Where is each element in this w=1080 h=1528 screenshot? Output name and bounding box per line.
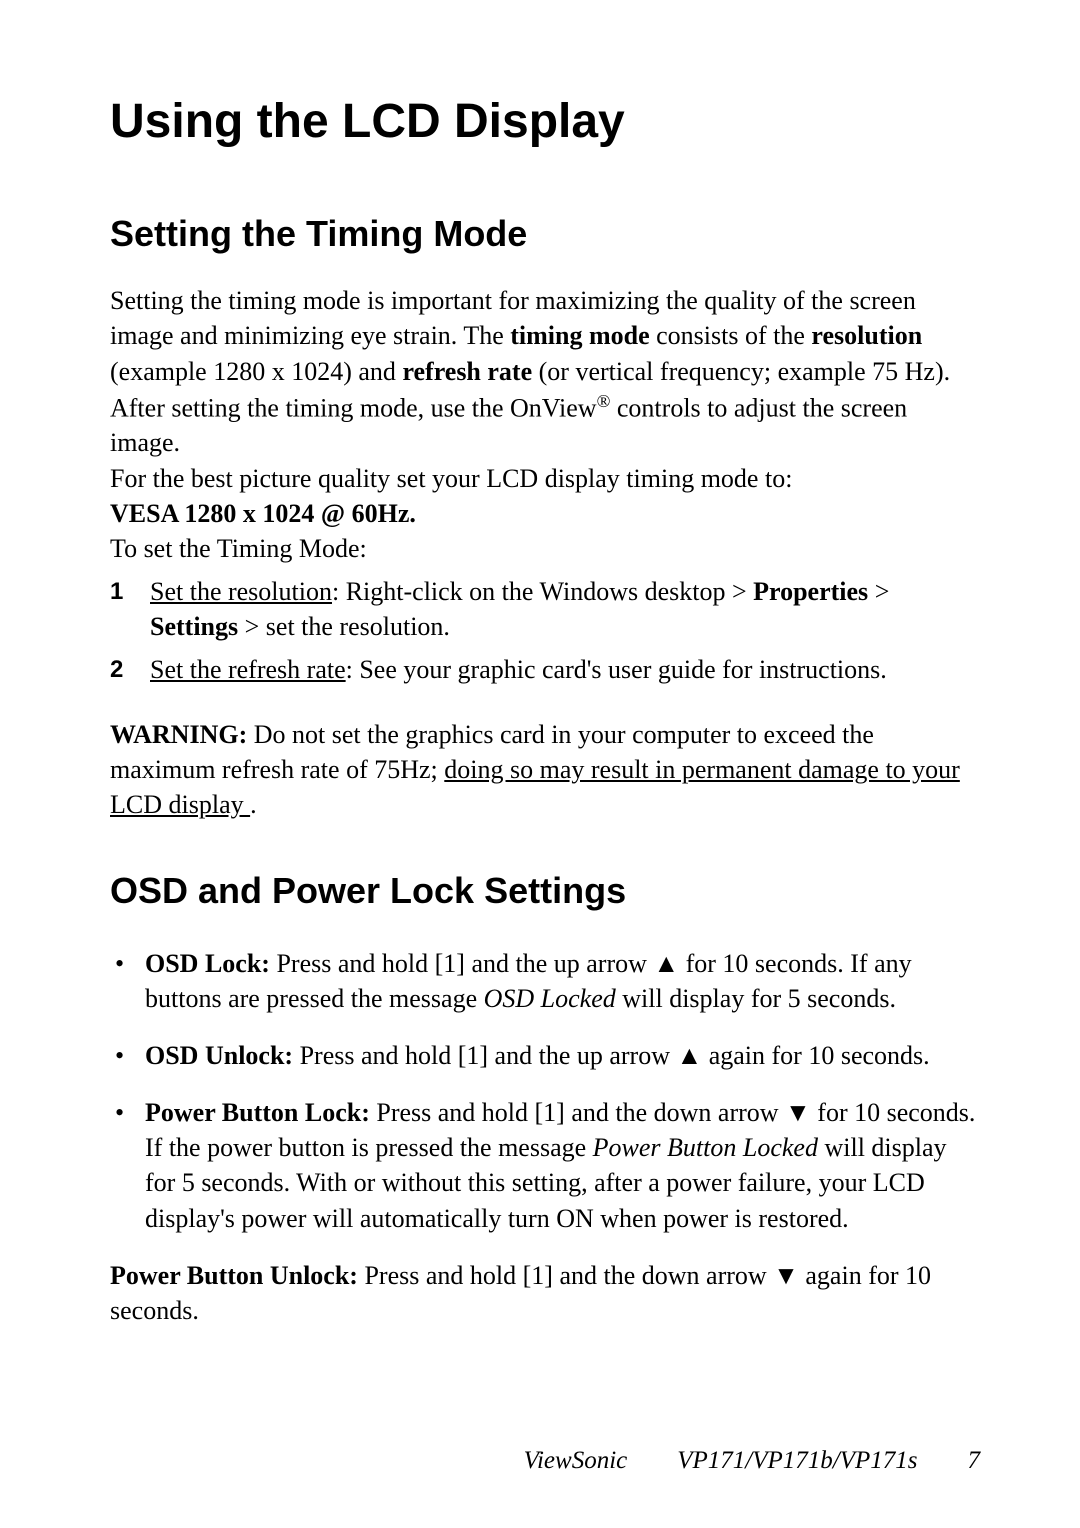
section1-para1: Setting the timing mode is important for…	[110, 283, 980, 460]
step-item: 2 Set the refresh rate: See your graphic…	[110, 652, 980, 687]
list-content: OSD Unlock: Press and hold [1] and the u…	[145, 1038, 980, 1073]
text: >	[868, 577, 889, 606]
list-content: OSD Lock: Press and hold [1] and the up …	[145, 946, 980, 1016]
text-bold: OSD Unlock:	[145, 1041, 293, 1070]
section1-para3-vesa: VESA 1280 x 1024 @ 60Hz.	[110, 496, 980, 531]
text-bold: timing mode	[510, 321, 649, 350]
text-underline: Set the refresh rate	[150, 655, 346, 684]
text: : See your graphic card's user guide for…	[346, 655, 887, 684]
text: (example 1280 x 1024) and	[110, 357, 402, 386]
list-item: • Power Button Lock: Press and hold [1] …	[110, 1095, 980, 1235]
footer-brand: ViewSonic	[524, 1444, 628, 1478]
text: Press and hold [1] and the up arrow ▲ ag…	[293, 1041, 930, 1070]
text: > set the resolution.	[238, 612, 450, 641]
text-underline: Set the resolution	[150, 577, 332, 606]
text-bold: Properties	[753, 577, 868, 606]
step-content: Set the resolution: Right-click on the W…	[150, 574, 980, 644]
warning-paragraph: WARNING: Do not set the graphics card in…	[110, 717, 980, 822]
bullets-list: • OSD Lock: Press and hold [1] and the u…	[110, 946, 980, 1236]
text: consists of the	[650, 321, 812, 350]
section1-para2: For the best picture quality set your LC…	[110, 461, 980, 496]
text-italic: Power Button Locked	[593, 1133, 818, 1162]
main-title: Using the LCD Display	[110, 90, 980, 155]
text: : Right-click on the Windows desktop >	[332, 577, 753, 606]
text-bold: refresh rate	[402, 357, 532, 386]
warning-label: WARNING:	[110, 720, 247, 749]
text-bold: Power Button Lock:	[145, 1098, 370, 1127]
bullet-icon: •	[110, 1038, 145, 1073]
text-italic: OSD Locked	[484, 984, 616, 1013]
text-bold: resolution	[811, 321, 922, 350]
section2-title: OSD and Power Lock Settings	[110, 867, 980, 916]
steps-list: 1 Set the resolution: Right-click on the…	[110, 574, 980, 687]
bullet-icon: •	[110, 946, 145, 981]
text: will display for 5 seconds.	[616, 984, 896, 1013]
step-item: 1 Set the resolution: Right-click on the…	[110, 574, 980, 644]
list-content: Power Button Lock: Press and hold [1] an…	[145, 1095, 980, 1235]
text: .	[250, 790, 257, 819]
trademark-symbol: ®	[597, 391, 611, 411]
footer-model: VP171/VP171b/VP171s	[677, 1444, 917, 1478]
list-item: • OSD Unlock: Press and hold [1] and the…	[110, 1038, 980, 1073]
text-bold: Settings	[150, 612, 238, 641]
page-footer: ViewSonic VP171/VP171b/VP171s 7	[110, 1444, 980, 1478]
section1-para4: To set the Timing Mode:	[110, 531, 980, 566]
list-item: • OSD Lock: Press and hold [1] and the u…	[110, 946, 980, 1016]
text-bold: Power Button Unlock:	[110, 1261, 358, 1290]
power-button-unlock: Power Button Unlock: Press and hold [1] …	[110, 1258, 980, 1328]
text-bold: OSD Lock:	[145, 949, 270, 978]
bullet-icon: •	[110, 1095, 145, 1130]
footer-page-number: 7	[968, 1444, 981, 1478]
step-content: Set the refresh rate: See your graphic c…	[150, 652, 980, 687]
step-number: 1	[110, 574, 150, 608]
step-number: 2	[110, 652, 150, 686]
section1-title: Setting the Timing Mode	[110, 210, 980, 259]
